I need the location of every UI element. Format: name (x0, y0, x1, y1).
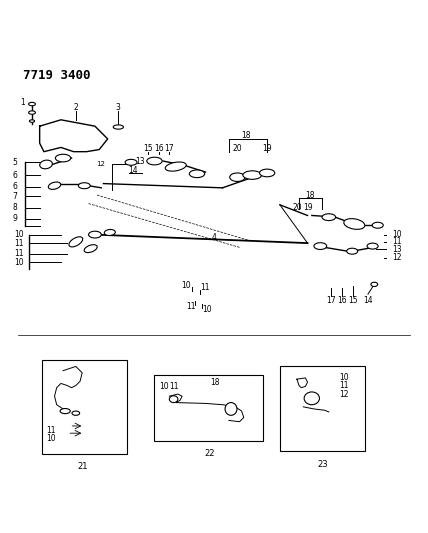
Ellipse shape (259, 169, 275, 177)
Text: 17: 17 (164, 144, 174, 153)
Text: 11: 11 (200, 283, 209, 292)
Text: 5: 5 (13, 158, 18, 167)
Text: 10: 10 (46, 434, 56, 443)
Bar (42, 360, 127, 454)
Ellipse shape (29, 102, 36, 106)
Text: 17: 17 (326, 296, 336, 305)
Ellipse shape (347, 248, 358, 254)
Text: 7719 3400: 7719 3400 (23, 69, 90, 82)
Text: 12: 12 (97, 161, 106, 167)
Text: 22: 22 (205, 449, 215, 458)
Text: 10: 10 (202, 305, 211, 314)
Ellipse shape (243, 171, 262, 179)
Ellipse shape (69, 237, 83, 247)
Text: 2: 2 (74, 103, 78, 112)
Text: 10: 10 (14, 230, 24, 239)
Text: 11: 11 (46, 426, 56, 435)
Text: 14: 14 (363, 296, 373, 305)
Text: 6: 6 (13, 182, 18, 191)
Text: 20: 20 (232, 144, 242, 153)
Ellipse shape (304, 392, 319, 405)
Ellipse shape (55, 154, 71, 162)
Text: 12: 12 (392, 254, 401, 262)
Bar (280, 366, 365, 451)
Ellipse shape (30, 120, 35, 123)
Text: 8: 8 (13, 203, 18, 212)
Text: 10: 10 (181, 281, 191, 290)
Ellipse shape (230, 173, 245, 181)
Text: 11: 11 (186, 302, 195, 311)
Ellipse shape (372, 222, 383, 228)
Ellipse shape (125, 159, 137, 165)
Bar (155, 375, 263, 441)
Ellipse shape (78, 183, 90, 189)
Ellipse shape (344, 219, 365, 229)
Ellipse shape (104, 230, 115, 236)
Text: 10: 10 (339, 374, 349, 382)
Text: 3: 3 (116, 102, 121, 111)
Ellipse shape (314, 243, 327, 249)
Ellipse shape (40, 160, 52, 169)
Text: 10: 10 (14, 258, 24, 266)
Text: 11: 11 (14, 249, 24, 259)
Text: 10: 10 (159, 382, 168, 391)
Text: 15: 15 (143, 144, 153, 153)
Text: 20: 20 (292, 203, 302, 212)
Text: 21: 21 (77, 462, 87, 471)
Text: 11: 11 (14, 239, 24, 248)
Text: 18: 18 (241, 131, 251, 140)
Ellipse shape (371, 282, 378, 286)
Text: 11: 11 (339, 381, 349, 390)
Text: 13: 13 (135, 157, 145, 166)
Ellipse shape (147, 157, 162, 165)
Text: 18: 18 (210, 378, 219, 386)
Ellipse shape (29, 111, 36, 114)
Text: 18: 18 (305, 191, 315, 199)
Text: 13: 13 (392, 245, 401, 254)
Text: 23: 23 (317, 460, 328, 469)
Ellipse shape (225, 402, 237, 415)
Ellipse shape (48, 182, 61, 189)
Ellipse shape (189, 170, 205, 177)
Text: 12: 12 (339, 390, 349, 399)
Text: 19: 19 (303, 203, 312, 212)
Ellipse shape (367, 243, 378, 249)
Ellipse shape (322, 214, 336, 221)
Text: 10: 10 (392, 230, 401, 239)
Ellipse shape (84, 245, 97, 253)
Text: 19: 19 (262, 144, 272, 153)
Ellipse shape (72, 411, 80, 415)
Text: 6: 6 (13, 171, 18, 180)
Text: 9: 9 (13, 214, 18, 223)
Text: 16: 16 (337, 296, 346, 305)
Text: 4: 4 (211, 233, 217, 242)
Ellipse shape (89, 231, 101, 238)
Text: 14: 14 (128, 166, 138, 175)
Ellipse shape (60, 408, 70, 414)
Text: 11: 11 (392, 237, 401, 246)
Text: 16: 16 (154, 144, 163, 153)
Ellipse shape (165, 162, 186, 171)
Text: 15: 15 (349, 296, 358, 305)
Text: 11: 11 (169, 382, 179, 391)
Text: 1: 1 (20, 98, 25, 107)
Ellipse shape (169, 396, 178, 402)
Ellipse shape (113, 125, 123, 129)
Text: 7: 7 (13, 192, 18, 201)
